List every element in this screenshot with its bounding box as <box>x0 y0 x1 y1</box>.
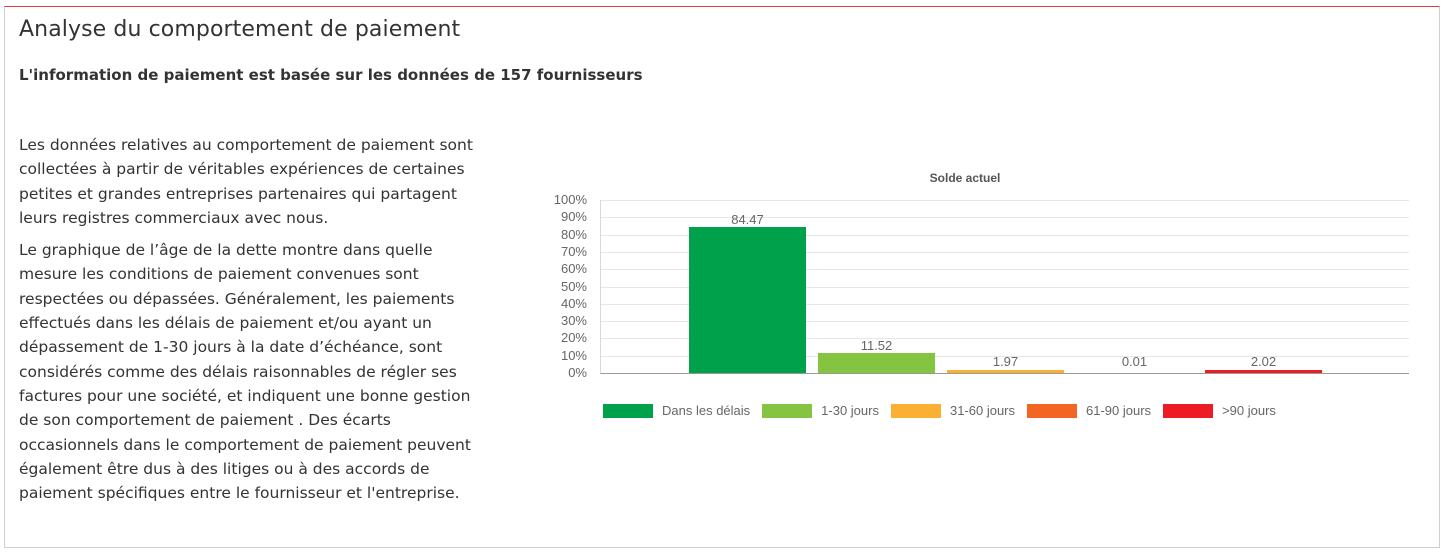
legend-label: Dans les délais <box>662 403 751 418</box>
bar-value-label: 84.47 <box>731 211 764 227</box>
legend-swatch-icon <box>890 403 941 418</box>
supplier-count-subtitle: L'information de paiement est basée sur … <box>19 66 643 84</box>
y-tick-label: 30% <box>560 313 587 329</box>
description-paragraph-2: Le graphique de l’âge de la dette montre… <box>19 241 471 503</box>
gridline <box>601 355 1409 357</box>
legend-label: 1-30 jours <box>821 403 879 418</box>
legend-item[interactable]: 1-30 jours <box>762 403 879 418</box>
y-tick-label: 80% <box>560 226 587 242</box>
gridline <box>601 338 1409 340</box>
legend-label: >90 jours <box>1222 403 1276 418</box>
legend-label: 31-60 jours <box>949 403 1016 418</box>
legend-swatch-icon <box>1163 403 1214 418</box>
legend-swatch-icon <box>1027 403 1078 418</box>
legend-swatch-icon <box>603 403 653 418</box>
bar-31-60-jours[interactable] <box>947 369 1064 373</box>
panel-title: Analyse du comportement de paiement <box>19 17 461 42</box>
y-tick-label: 20% <box>560 330 587 346</box>
gridline <box>601 286 1409 288</box>
chart-legend: Dans les délais 1-30 jours 31-60 jours 61-9… <box>603 403 1288 418</box>
legend-item[interactable]: 31-60 jours <box>890 403 1016 418</box>
bar-1-30-jours[interactable] <box>818 353 935 373</box>
bar-value-label: 2.02 <box>1250 354 1277 369</box>
chart-title: Solde actuel <box>929 171 1001 185</box>
y-tick-label: 60% <box>560 261 587 277</box>
gridline <box>601 200 1409 201</box>
payment-behavior-panel: Analyse du comportement de paiement L'in… <box>4 6 1440 548</box>
gridline <box>601 303 1409 305</box>
bar-dans-les-d-lais[interactable] <box>689 226 806 373</box>
y-tick-label: 10% <box>560 347 587 363</box>
bar-value-label: 11.52 <box>860 338 893 354</box>
y-tick-label: 100% <box>553 192 587 207</box>
gridline <box>601 234 1409 236</box>
legend-item[interactable]: >90 jours <box>1163 403 1276 418</box>
description-text: Les données relatives au comportement de… <box>19 133 484 513</box>
y-tick-label: 0% <box>568 365 587 380</box>
bar--90-jours[interactable] <box>1205 369 1322 373</box>
gridline <box>601 251 1409 253</box>
y-tick-label: 70% <box>560 243 587 259</box>
legend-item[interactable]: Dans les délais <box>603 403 750 418</box>
legend-item[interactable]: 61-90 jours <box>1027 403 1151 418</box>
legend-label: 61-90 jours <box>1086 403 1152 418</box>
gridline <box>601 217 1409 219</box>
y-tick-label: 50% <box>560 278 587 294</box>
description-paragraph-1: Les données relatives au comportement de… <box>19 136 473 227</box>
bar-value-label: 0.01 <box>1121 354 1148 369</box>
y-tick-label: 40% <box>560 295 587 311</box>
legend-swatch-icon <box>762 403 813 418</box>
aging-bar-chart: Solde actuel 100% 90% 80% 70% 60% 50% 40% 30% 20… <box>535 162 1435 442</box>
y-tick-label: 90% <box>560 209 587 225</box>
gridline <box>601 321 1409 323</box>
bar-value-label: 1.97 <box>992 354 1019 369</box>
plot-area: 84.47 11.52 1.97 0.01 2.02 <box>600 200 1409 374</box>
gridline <box>601 269 1409 271</box>
